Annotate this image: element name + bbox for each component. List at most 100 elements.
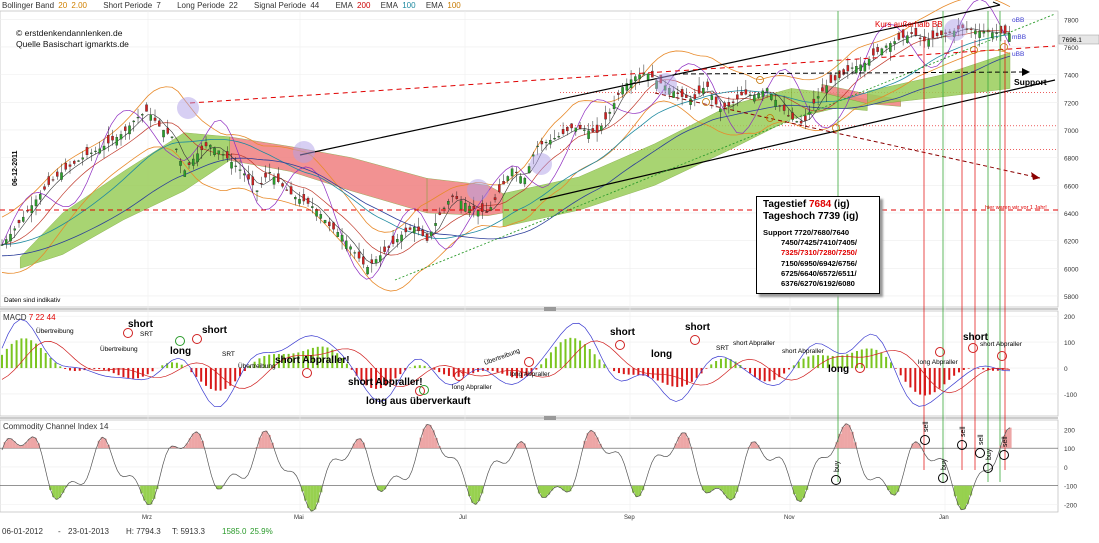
candle-body <box>128 126 130 134</box>
candle-body <box>107 135 109 143</box>
cci-oversold <box>714 486 717 489</box>
macd-bar <box>220 368 222 391</box>
macd-bar <box>147 368 149 374</box>
x-tick-label: Mrz <box>142 515 152 521</box>
candle-body <box>498 184 500 191</box>
macd-bar <box>885 357 887 368</box>
splitter-grip-2[interactable] <box>544 416 556 420</box>
candle-body <box>90 153 92 154</box>
macd-bar <box>501 368 503 374</box>
candle-body <box>604 112 606 119</box>
macd-bar <box>807 357 809 369</box>
candle-body <box>753 95 755 101</box>
macd-bar <box>176 363 178 368</box>
cci-y-tick: -200 <box>1064 502 1077 509</box>
cci-y-tick: 0 <box>1064 465 1068 472</box>
mbb-label: mBB <box>1012 34 1026 41</box>
cci-label: Commodity Channel Index <box>3 422 97 431</box>
candle-body <box>52 180 54 181</box>
macd-bar <box>613 368 615 371</box>
macd-bar <box>25 338 27 368</box>
hier-waren-label: hier waren wir vor 1 Jahr! <box>985 205 1047 211</box>
highlight-circle <box>530 153 552 175</box>
candle-body <box>473 206 475 209</box>
candle-body <box>507 176 509 180</box>
candle-body <box>345 241 347 249</box>
candle-body <box>451 196 453 197</box>
candle-body <box>621 87 623 94</box>
splitter-grip-1[interactable] <box>544 307 556 311</box>
macd-panel-frame <box>0 311 1058 416</box>
macd-bar <box>438 368 440 372</box>
macd-bar <box>754 368 756 377</box>
cci-overbought <box>845 424 848 448</box>
support-line-5: 6725/6640/6572/6511/ <box>763 269 879 279</box>
macd-bar <box>963 368 965 370</box>
candle-body <box>388 246 390 247</box>
status-change: 1585.0 <box>222 527 246 536</box>
candle-body <box>800 121 802 123</box>
macd-bar <box>618 368 620 373</box>
candle-body <box>171 137 173 138</box>
candle-body <box>855 66 857 73</box>
candle-body <box>996 33 998 34</box>
cci-oversold <box>954 486 957 497</box>
cci-oversold <box>717 486 720 489</box>
macd-annotation: short Abpraller <box>782 348 825 355</box>
macd-bar <box>550 352 552 368</box>
cci-overbought <box>750 442 753 448</box>
candle-body <box>1 245 3 246</box>
cci-oversold <box>313 486 316 510</box>
cci-oversold <box>152 486 155 499</box>
candle-body <box>158 121 160 126</box>
macd-bar <box>919 368 921 395</box>
chart-header: Bollinger Band 20 2.00 Short Periode 7 L… <box>2 1 463 10</box>
macd-annotation: Übertreibung <box>36 327 74 335</box>
candle-body <box>392 236 394 244</box>
candle-body <box>792 113 794 120</box>
macd-bar <box>414 366 416 368</box>
status-low: T: 5913.3 <box>172 527 205 536</box>
macd-bar <box>98 368 100 369</box>
candle-body <box>885 46 887 48</box>
candle-body <box>14 229 16 230</box>
candle-body <box>719 109 721 112</box>
candle-body <box>741 92 743 95</box>
ema3-label: EMA <box>426 1 443 10</box>
macd-bar <box>667 368 669 385</box>
short-periode-val: 7 <box>156 1 160 10</box>
candle-body <box>617 93 619 94</box>
status-sep: - <box>58 527 61 536</box>
candle-body <box>298 199 300 203</box>
candle-body <box>150 115 152 121</box>
support-line-2: 7450/7425/7410/7405/ <box>763 238 879 248</box>
candle-body <box>426 234 428 240</box>
macd-bar <box>496 368 498 372</box>
macd-bar <box>399 368 401 374</box>
candle-body <box>141 114 143 115</box>
candle-body <box>974 31 976 34</box>
macd-bar <box>914 368 916 392</box>
candle-body <box>566 127 568 131</box>
candle-body <box>247 174 249 179</box>
candle-body <box>872 49 874 56</box>
macd-bar <box>419 365 421 368</box>
candle-body <box>167 128 169 133</box>
candle-body <box>260 183 262 184</box>
candle-body <box>494 197 496 199</box>
highlight-circle <box>177 97 199 119</box>
cci-overbought <box>195 432 198 448</box>
cci-oversold <box>140 486 143 494</box>
macd-bar <box>205 368 207 386</box>
candle-body <box>809 112 811 114</box>
cci-overbought <box>851 432 854 448</box>
candle-body <box>396 239 398 242</box>
candle-body <box>341 235 343 241</box>
candle-body <box>685 95 687 98</box>
ema2-val: 100 <box>402 1 415 10</box>
macd-bar <box>749 368 751 373</box>
candle-body <box>923 37 925 41</box>
macd-bar <box>725 358 727 368</box>
macd-bar <box>210 368 212 389</box>
macd-v1: 7 <box>29 313 33 322</box>
